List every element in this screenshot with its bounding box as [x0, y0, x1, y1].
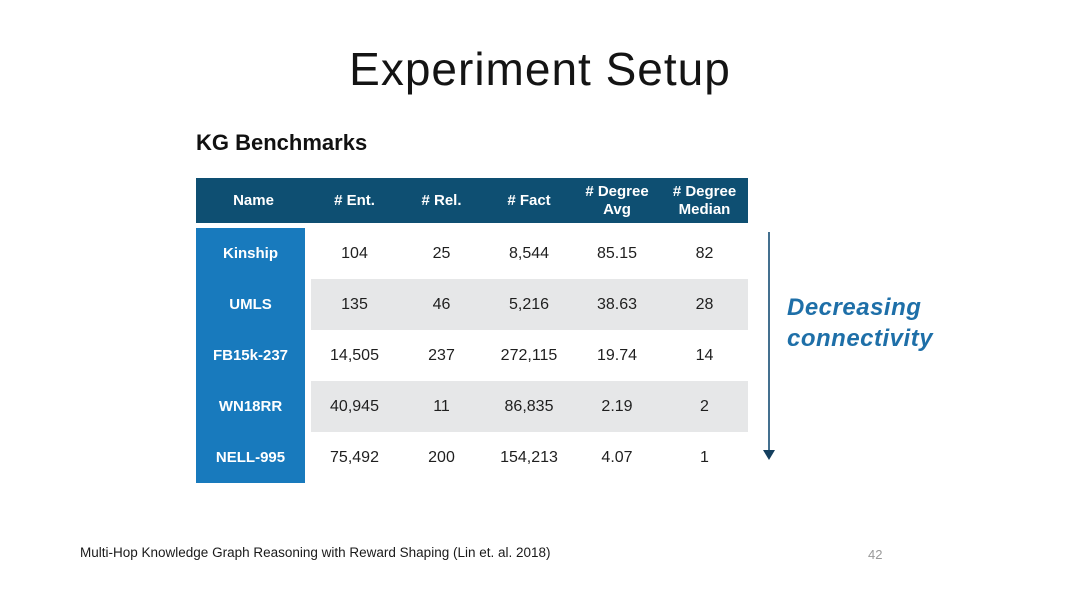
table-cell-ent: 104	[311, 228, 398, 279]
table-cell-ent: 75,492	[311, 432, 398, 483]
table-cell-degree-avg: 19.74	[573, 330, 661, 381]
table-row: NELL-995 75,492 200 154,213 4.07 1	[196, 432, 748, 483]
slide-title: Experiment Setup	[349, 43, 731, 95]
column-header-name: Name	[196, 178, 311, 228]
annotation-line-2: connectivity	[787, 325, 934, 353]
table-cell-fact: 5,216	[485, 279, 573, 330]
table-cell-ent: 40,945	[311, 381, 398, 432]
row-header-dataset-name: FB15k-237	[196, 330, 311, 381]
arrow-down-icon	[763, 450, 775, 460]
annotation-line-1: Decreasing	[787, 294, 922, 321]
table-cell-rel: 25	[398, 228, 485, 279]
table-row: UMLS 135 46 5,216 38.63 28	[196, 279, 748, 330]
page-number: 42	[868, 547, 883, 562]
row-header-dataset-name: WN18RR	[196, 381, 311, 432]
table-cell-fact: 8,544	[485, 228, 573, 279]
table-cell-degree-avg: 4.07	[573, 432, 661, 483]
table-cell-degree-median: 1	[661, 432, 748, 483]
row-header-dataset-name: NELL-995	[196, 432, 311, 483]
table-cell-degree-median: 82	[661, 228, 748, 279]
table-cell-degree-avg: 2.19	[573, 381, 661, 432]
annotation-decreasing-connectivity: Decreasing connectivity	[787, 292, 933, 354]
column-header-degree-avg: # Degree Avg	[573, 178, 661, 228]
table-cell-ent: 135	[311, 279, 398, 330]
footer-citation: Multi-Hop Knowledge Graph Reasoning with…	[80, 545, 551, 560]
table-cell-degree-median: 28	[661, 279, 748, 330]
table-body: Kinship 104 25 8,544 85.15 82 UMLS 135 46 5,216 38…	[196, 228, 748, 483]
column-header-rel: # Rel.	[398, 178, 485, 228]
table-row: WN18RR 40,945 11 86,835 2.19 2	[196, 381, 748, 432]
decreasing-connectivity-arrow	[762, 232, 776, 464]
table-cell-rel: 237	[398, 330, 485, 381]
table-cell-rel: 46	[398, 279, 485, 330]
table-header-row: Name # Ent. # Rel. # Fact # Degree Avg #…	[196, 178, 748, 228]
column-header-ent: # Ent.	[311, 178, 398, 228]
row-header-dataset-name: Kinship	[196, 228, 311, 279]
section-heading: KG Benchmarks	[196, 130, 368, 155]
table-cell-degree-avg: 38.63	[573, 279, 661, 330]
kg-benchmarks-table: Name # Ent. # Rel. # Fact # Degree Avg #…	[196, 178, 748, 483]
table-cell-fact: 272,115	[485, 330, 573, 381]
table-row: Kinship 104 25 8,544 85.15 82	[196, 228, 748, 279]
arrow-shaft	[768, 232, 770, 451]
table-cell-rel: 11	[398, 381, 485, 432]
table-cell-degree-median: 2	[661, 381, 748, 432]
table-cell-fact: 154,213	[485, 432, 573, 483]
table-cell-rel: 200	[398, 432, 485, 483]
table-cell-ent: 14,505	[311, 330, 398, 381]
table-cell-degree-median: 14	[661, 330, 748, 381]
table-cell-fact: 86,835	[485, 381, 573, 432]
column-header-degree-median: # Degree Median	[661, 178, 748, 228]
column-header-fact: # Fact	[485, 178, 573, 228]
row-header-dataset-name: UMLS	[196, 279, 311, 330]
table-cell-degree-avg: 85.15	[573, 228, 661, 279]
table-row: FB15k-237 14,505 237 272,115 19.74 14	[196, 330, 748, 381]
